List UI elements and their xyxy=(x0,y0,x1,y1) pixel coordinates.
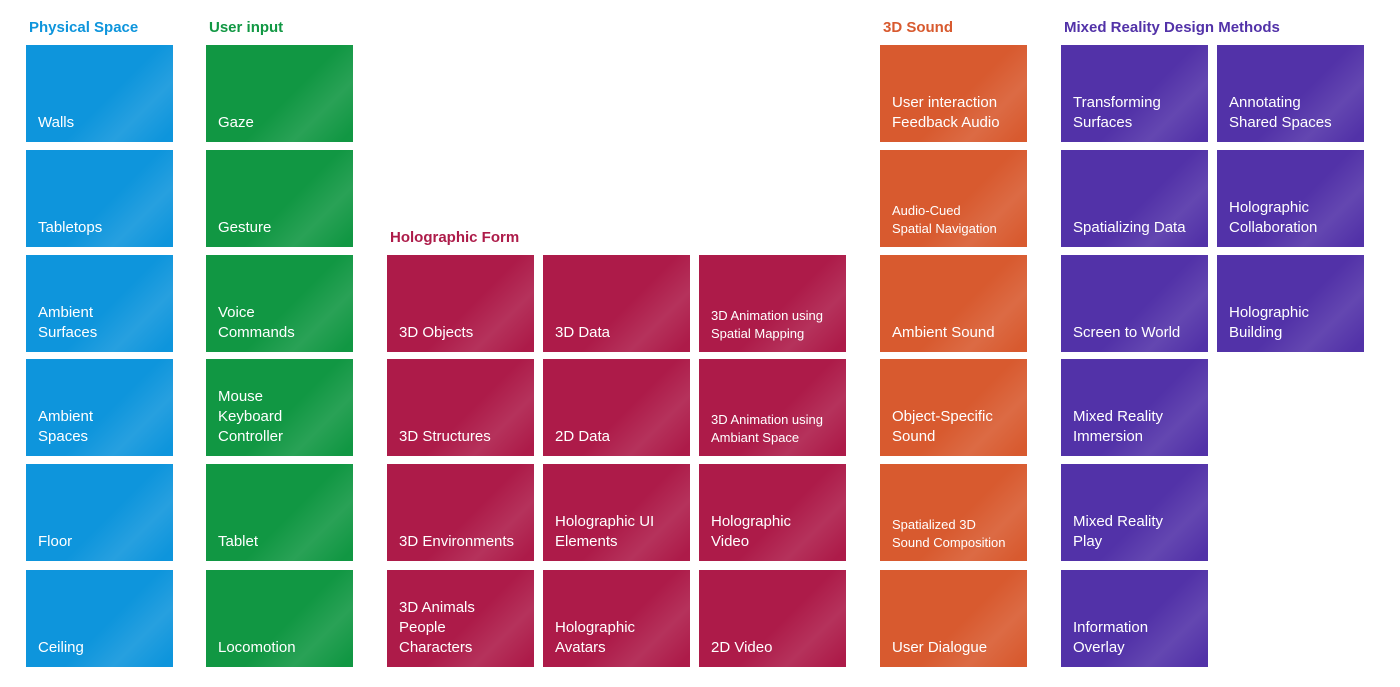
user-input-heading: User input xyxy=(209,19,284,36)
design-methods-heading: Mixed Reality Design Methods xyxy=(1064,19,1280,36)
tile-3d-animals-people-characters[interactable]: 3D Animals People Characters xyxy=(387,570,534,667)
tile-label: 3D Animation using Spatial Mapping xyxy=(711,308,824,341)
tile-holographic-building[interactable]: Holographic Building xyxy=(1217,255,1364,352)
tile-label: Annotating Shared Spaces xyxy=(1229,94,1332,131)
tile-label: Gesture xyxy=(218,219,272,236)
tile-2d-data[interactable]: 2D Data xyxy=(543,359,690,456)
tile-label: Holographic Building xyxy=(1229,304,1310,341)
tile-label: 2D Video xyxy=(711,639,773,656)
tile-label: Ambient Sound xyxy=(892,324,995,341)
physical-space-heading: Physical Space xyxy=(29,19,139,36)
tile-audio-cued-spatial-navigation[interactable]: Audio-Cued Spatial Navigation xyxy=(880,150,1027,247)
tile-label: Gaze xyxy=(218,114,254,131)
tile-label: Walls xyxy=(38,114,75,131)
tile-tablet[interactable]: Tablet xyxy=(206,464,353,561)
tile-user-interaction-feedback-audio[interactable]: User interaction Feedback Audio xyxy=(880,45,1027,142)
tile-walls[interactable]: Walls xyxy=(26,45,173,142)
tile-ambient-sound[interactable]: Ambient Sound xyxy=(880,255,1027,352)
tile-mixed-reality-immersion[interactable]: Mixed Reality Immersion xyxy=(1061,359,1208,456)
tile-label: Tablet xyxy=(218,533,259,550)
tile-object-specific-sound[interactable]: Object-Specific Sound xyxy=(880,359,1027,456)
tile-label: Mixed Reality Immersion xyxy=(1073,408,1164,445)
tile-tabletops[interactable]: Tabletops xyxy=(26,150,173,247)
tile-label: Spatialized 3D Sound Composition xyxy=(892,517,1006,550)
tile-ambient-surfaces[interactable]: Ambient Surfaces xyxy=(26,255,173,352)
tile-label: 2D Data xyxy=(555,428,611,445)
tile-spatialized-3d-sound-composition[interactable]: Spatialized 3D Sound Composition xyxy=(880,464,1027,561)
tile-floor[interactable]: Floor xyxy=(26,464,173,561)
tile-label: User Dialogue xyxy=(892,639,988,656)
tile-label: 3D Data xyxy=(555,324,611,341)
tile-holographic-collaboration[interactable]: Holographic Collaboration xyxy=(1217,150,1364,247)
tile-label: Information Overlay xyxy=(1073,619,1149,656)
tile-label: Mixed Reality Play xyxy=(1073,513,1164,550)
tile-label: 3D Animation using Ambiant Space xyxy=(711,412,824,445)
tile-label: Ceiling xyxy=(38,639,84,656)
tile-label: Locomotion xyxy=(218,639,296,656)
tile-label: Holographic Collaboration xyxy=(1229,199,1318,236)
tile-label: Screen to World xyxy=(1073,324,1181,341)
tile-label: Ambient Surfaces xyxy=(38,304,98,341)
tile-label: User interaction Feedback Audio xyxy=(892,94,1000,131)
tile-user-dialogue[interactable]: User Dialogue xyxy=(880,570,1027,667)
tile-gesture[interactable]: Gesture xyxy=(206,150,353,247)
tile-locomotion[interactable]: Locomotion xyxy=(206,570,353,667)
holographic-form-heading: Holographic Form xyxy=(390,229,520,246)
tile-label: Floor xyxy=(38,533,73,550)
tile-label: 3D Structures xyxy=(399,428,491,445)
tile-label: Holographic UI Elements xyxy=(555,513,655,550)
tile-label: Object-Specific Sound xyxy=(892,408,993,445)
tile-annotating-shared-spaces[interactable]: Annotating Shared Spaces xyxy=(1217,45,1364,142)
tile-3d-structures[interactable]: 3D Structures xyxy=(387,359,534,456)
tile-label: Audio-Cued Spatial Navigation xyxy=(892,203,997,236)
tile-mouse-keyboard-controller[interactable]: Mouse Keyboard Controller xyxy=(206,359,353,456)
tile-3d-animation-ambiant-space[interactable]: 3D Animation using Ambiant Space xyxy=(699,359,846,456)
tile-3d-data[interactable]: 3D Data xyxy=(543,255,690,352)
tile-spatializing-data[interactable]: Spatializing Data xyxy=(1061,150,1208,247)
tile-3d-environments[interactable]: 3D Environments xyxy=(387,464,534,561)
tile-ceiling[interactable]: Ceiling xyxy=(26,570,173,667)
tile-holographic-avatars[interactable]: Holographic Avatars xyxy=(543,570,690,667)
tile-3d-objects[interactable]: 3D Objects xyxy=(387,255,534,352)
tile-label: 3D Animals People Characters xyxy=(399,599,475,656)
tile-label: 3D Objects xyxy=(399,324,474,341)
tile-label: Voice Commands xyxy=(218,304,295,341)
tile-voice-commands[interactable]: Voice Commands xyxy=(206,255,353,352)
tile-3d-animation-spatial-mapping[interactable]: 3D Animation using Spatial Mapping xyxy=(699,255,846,352)
tile-label: Spatializing Data xyxy=(1073,219,1186,236)
tile-label: 3D Environments xyxy=(399,533,515,550)
tile-holographic-video[interactable]: Holographic Video xyxy=(699,464,846,561)
tile-transforming-surfaces[interactable]: Transforming Surfaces xyxy=(1061,45,1208,142)
tile-label: Holographic Video xyxy=(711,513,792,550)
tile-label: Transforming Surfaces xyxy=(1073,94,1161,131)
tile-screen-to-world[interactable]: Screen to World xyxy=(1061,255,1208,352)
tile-information-overlay[interactable]: Information Overlay xyxy=(1061,570,1208,667)
tile-gaze[interactable]: Gaze xyxy=(206,45,353,142)
tile-label: Tabletops xyxy=(38,219,103,236)
tile-label: Ambient Spaces xyxy=(38,408,94,445)
tile-mixed-reality-play[interactable]: Mixed Reality Play xyxy=(1061,464,1208,561)
tile-2d-video[interactable]: 2D Video xyxy=(699,570,846,667)
tile-holographic-ui-elements[interactable]: Holographic UI Elements xyxy=(543,464,690,561)
3d-sound-heading: 3D Sound xyxy=(883,19,953,36)
tile-label: Holographic Avatars xyxy=(555,619,636,656)
tile-ambient-spaces[interactable]: Ambient Spaces xyxy=(26,359,173,456)
tile-label: Mouse Keyboard Controller xyxy=(218,388,284,445)
